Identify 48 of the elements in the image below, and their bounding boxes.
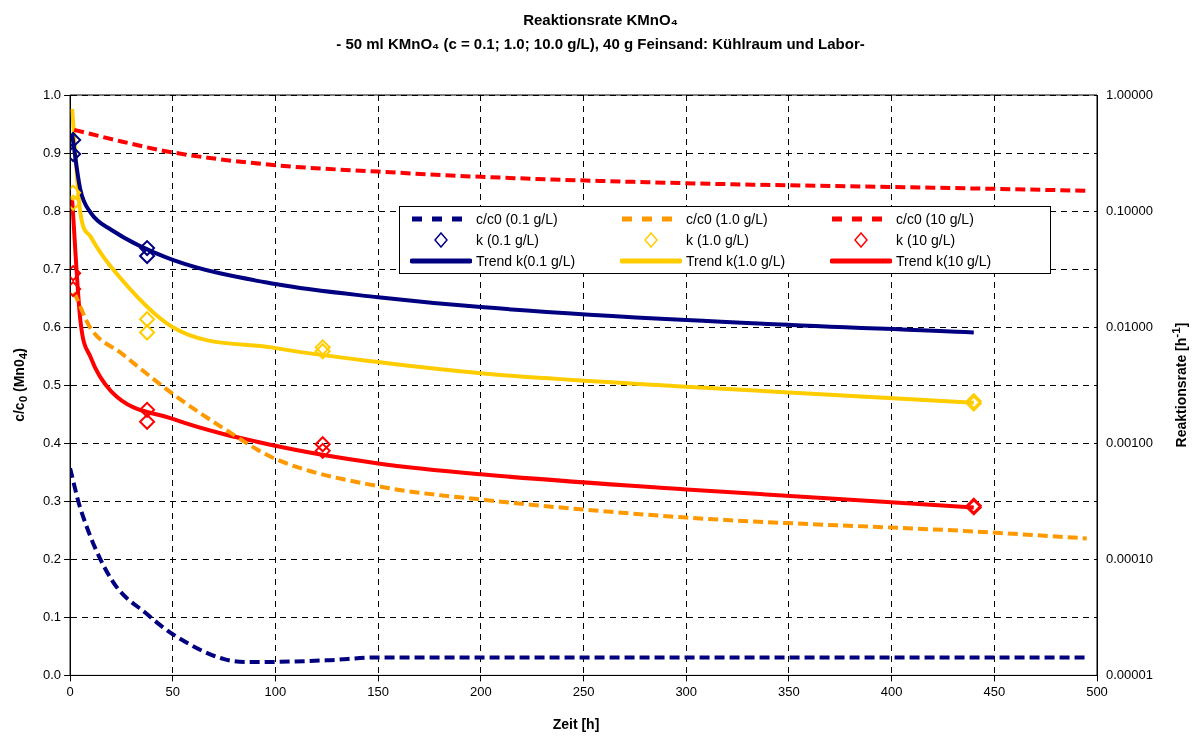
point xyxy=(139,324,156,341)
point xyxy=(139,413,156,430)
y2-tick-label: 0.01000 xyxy=(1106,318,1154,334)
y2-tick-label: 0.00100 xyxy=(1106,434,1154,450)
x-tick-label: 400 xyxy=(880,683,903,699)
x-tick-label: 150 xyxy=(367,683,389,699)
point xyxy=(314,343,331,360)
y-tick-label: 0.6 xyxy=(42,318,62,334)
y-tick-label: 0.4 xyxy=(42,434,62,450)
y-tick-label: 0.2 xyxy=(42,550,62,566)
x-tick-label: 500 xyxy=(1086,683,1108,699)
x-axis-title: Zeit [h] xyxy=(551,716,601,732)
x-tick-label: 250 xyxy=(572,683,595,699)
y-tick-label: 0.5 xyxy=(42,376,62,392)
x-tick-label: 300 xyxy=(675,683,698,699)
legend-label: k (1.0 g/L) xyxy=(686,232,750,248)
legend-label: Trend k(1.0 g/L) xyxy=(686,253,786,269)
legend-label: Trend k(10 g/L) xyxy=(896,253,992,269)
y2-tick-label: 0.10000 xyxy=(1106,202,1154,218)
y-tick-label: 0.8 xyxy=(42,202,62,218)
y-tick-label: 0.9 xyxy=(42,144,62,160)
x-tick-label: 50 xyxy=(165,683,180,699)
y-tick-label: 0.0 xyxy=(42,666,62,682)
legend-label: k (0.1 g/L) xyxy=(476,232,540,248)
y2-tick-label: 1.00000 xyxy=(1106,86,1154,102)
legend-label: c/c0 (10 g/L) xyxy=(896,211,974,227)
y-tick-label: 1.0 xyxy=(42,86,62,102)
legend-label: Trend k(0.1 g/L) xyxy=(476,253,576,269)
legend-label: k (10 g/L) xyxy=(896,232,956,248)
point xyxy=(139,401,156,418)
x-tick-label: 350 xyxy=(778,683,800,699)
chart-subtitle: - 50 ml KMnO₄ (c = 0.1; 1.0; 10.0 g/L), 40 g Feinsand: Kühlraum und Labor- xyxy=(335,34,866,54)
point xyxy=(139,311,156,328)
y-tick-label: 0.3 xyxy=(42,492,62,508)
point xyxy=(314,442,331,459)
x-tick-label: 0 xyxy=(66,683,74,699)
x-tick-label: 450 xyxy=(983,683,1006,699)
point xyxy=(314,436,331,453)
chart-title: Reaktionsrate KMnO₄ xyxy=(522,10,679,30)
y2-tick-label: 0.00001 xyxy=(1106,666,1154,682)
legend-label: c/c0 (0.1 g/L) xyxy=(476,211,558,227)
x-tick-label: 200 xyxy=(469,683,492,699)
y2-tick-label: 0.00010 xyxy=(1106,550,1154,566)
y-tick-label: 0.7 xyxy=(42,260,62,276)
y-tick-label: 0.1 xyxy=(42,608,62,624)
point xyxy=(314,339,331,356)
x-tick-label: 100 xyxy=(264,683,287,699)
legend-label: c/c0 (1.0 g/L) xyxy=(686,211,768,227)
